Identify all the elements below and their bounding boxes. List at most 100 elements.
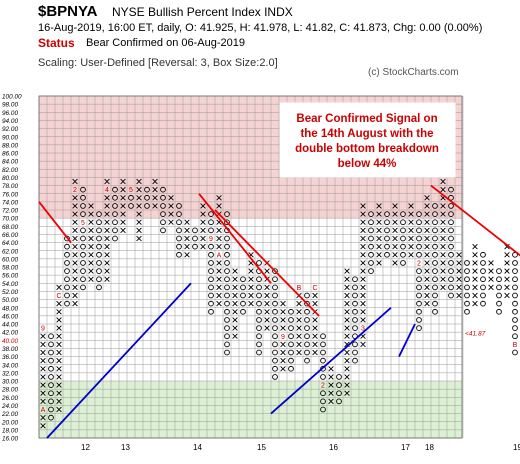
x-mark [56, 317, 62, 323]
x-mark [344, 357, 350, 364]
o-column [192, 227, 198, 250]
x-mark [248, 284, 254, 291]
o-mark [256, 300, 262, 307]
o-mark [352, 300, 358, 307]
x-mark [152, 203, 158, 209]
x-mark [40, 333, 46, 339]
o-mark [496, 268, 502, 274]
x-mark [104, 260, 110, 266]
x-mark [488, 260, 494, 266]
y-tick-label: 78.00 [2, 183, 18, 190]
x-mark [136, 195, 142, 201]
o-mark [80, 186, 86, 193]
o-mark [336, 398, 342, 405]
o-column [448, 186, 454, 299]
x-mark [392, 260, 398, 266]
year-label: 13 [121, 443, 130, 452]
x-mark [440, 268, 446, 274]
x-mark [40, 357, 46, 364]
x-mark [312, 317, 318, 323]
o-mark [96, 219, 102, 226]
x-mark [168, 219, 174, 225]
o-mark [272, 349, 278, 356]
o-mark [384, 243, 390, 250]
y-tick-label: 56.00 [2, 273, 18, 280]
x-mark [344, 349, 350, 356]
y-tick-label: 100.00 [2, 94, 22, 101]
x-mark [120, 211, 126, 217]
o-mark [160, 227, 166, 234]
y-tick-label: 44.00 [2, 322, 18, 329]
x-mark [440, 284, 446, 291]
x-mark [184, 227, 190, 234]
year-label: 12 [81, 443, 90, 452]
x-mark [280, 309, 286, 315]
o-mark [384, 227, 390, 234]
y-tick-label: 84.00 [2, 159, 18, 166]
x-mark [200, 235, 206, 242]
o-mark [432, 292, 438, 299]
x-column [392, 203, 398, 266]
x-mark [216, 284, 222, 291]
x-mark [232, 333, 238, 339]
o-mark [144, 186, 150, 193]
o-mark [224, 260, 230, 266]
o-column: 5 [128, 187, 134, 209]
x-mark [344, 309, 350, 315]
x-mark [120, 195, 126, 201]
y-tick-label: 40.00 [2, 338, 18, 345]
x-mark [360, 300, 366, 307]
o-mark [272, 325, 278, 331]
x-mark [328, 390, 334, 396]
o-mark [224, 317, 230, 323]
month-marker: A [41, 407, 46, 414]
x-mark [408, 227, 414, 234]
status-label: Status [38, 36, 75, 50]
x-mark [72, 203, 78, 209]
x-mark [424, 260, 430, 266]
o-mark [448, 211, 454, 217]
o-mark [352, 276, 358, 283]
y-tick-label: 60.00 [2, 256, 18, 263]
o-mark [80, 243, 86, 250]
o-mark [272, 341, 278, 348]
o-mark [304, 300, 310, 307]
x-mark [424, 235, 430, 242]
o-mark [432, 203, 438, 209]
o-mark [96, 243, 102, 250]
x-mark [152, 186, 158, 193]
x-mark [504, 284, 510, 291]
x-mark [328, 398, 334, 405]
o-mark [368, 211, 374, 217]
o-mark [480, 260, 486, 266]
x-mark [88, 211, 94, 217]
o-mark [352, 325, 358, 331]
o-mark [64, 300, 70, 307]
x-mark [136, 227, 142, 234]
x-mark [296, 325, 302, 331]
x-mark [40, 390, 46, 396]
x-mark [120, 227, 126, 234]
x-mark [56, 398, 62, 405]
o-mark [480, 284, 486, 291]
o-mark [400, 227, 406, 234]
o-mark [512, 268, 518, 274]
o-mark [112, 203, 118, 209]
x-mark [136, 211, 142, 217]
x-mark [360, 341, 366, 348]
x-mark [424, 203, 430, 209]
x-mark [472, 268, 478, 274]
x-mark [216, 195, 222, 201]
x-mark [376, 219, 382, 225]
o-mark [240, 276, 246, 283]
x-mark [248, 276, 254, 282]
x-mark [280, 341, 286, 348]
x-mark [472, 260, 478, 266]
x-mark [184, 219, 190, 225]
y-tick-label: 90.00 [2, 134, 18, 141]
o-mark [256, 325, 262, 331]
x-mark [72, 243, 78, 250]
o-mark [208, 219, 214, 226]
x-mark [72, 268, 78, 274]
x-column [168, 195, 174, 225]
